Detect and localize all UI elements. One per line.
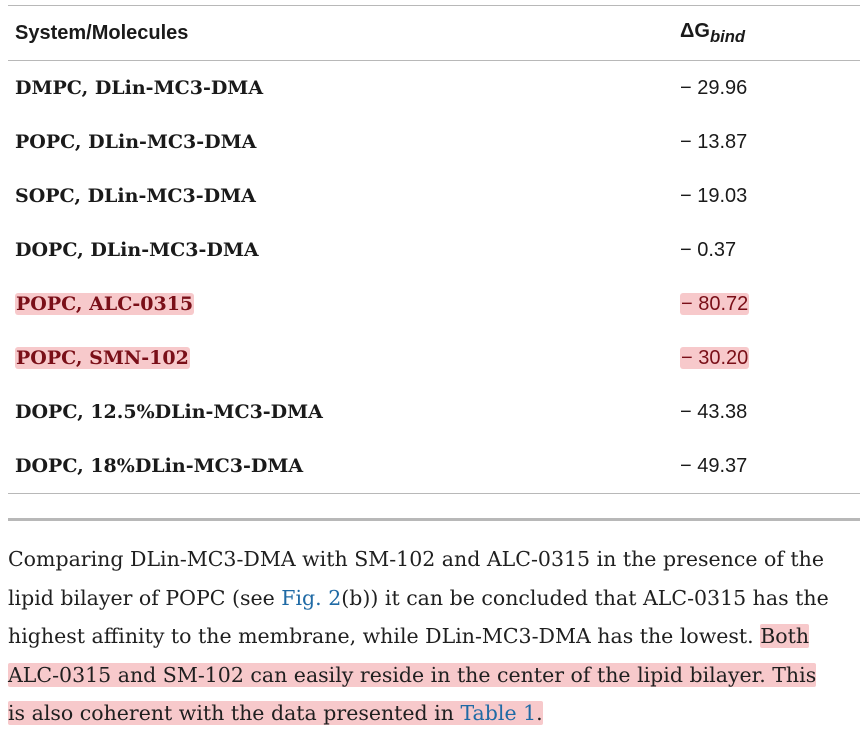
row-value: − 80.72: [680, 277, 860, 331]
highlighted-row-value: − 80.72: [680, 292, 750, 315]
highlighted-text: ALC-0315 and SM-102 can easily reside in…: [8, 662, 817, 687]
fig-2-link[interactable]: Fig. 2: [281, 585, 342, 610]
header-delta-g-subscript: bind: [709, 26, 746, 46]
body-paragraph: Comparing DLin-MC3-DMA with SM-102 and A…: [8, 540, 860, 733]
row-value: − 49.37: [680, 439, 860, 494]
paragraph-line-3: highest affinity to the membrane, while …: [8, 617, 860, 656]
section-divider: [8, 518, 860, 521]
highlighted-row-name: POPC, ALC-0315: [15, 293, 195, 315]
paragraph-line-5: is also coherent with the data presented…: [8, 694, 860, 733]
table-row: DOPC, 18%DLin-MC3-DMA − 49.37: [8, 439, 860, 494]
row-name: DMPC, DLin-MC3-DMA: [15, 77, 264, 99]
paragraph-text: is also coherent with the data presented…: [8, 701, 461, 725]
row-name: DOPC, 18%DLin-MC3-DMA: [8, 439, 680, 494]
row-value: − 19.03: [680, 184, 748, 207]
paragraph-text: .: [536, 701, 543, 725]
table-row: DMPC, DLin-MC3-DMA − 29.96: [8, 61, 860, 116]
paragraph-line-4: ALC-0315 and SM-102 can easily reside in…: [8, 656, 860, 695]
row-value: − 43.38: [680, 400, 748, 423]
binding-energy-table: System/Molecules ΔGbind DMPC, DLin-MC3-D…: [8, 5, 860, 494]
table-row-highlighted: POPC, SMN-102 − 30.20: [8, 331, 860, 385]
table-1-link[interactable]: Table 1: [460, 701, 537, 725]
table-row-highlighted: POPC, ALC-0315 − 80.72: [8, 277, 860, 331]
table-row: SOPC, DLin-MC3-DMA − 19.03: [8, 169, 860, 223]
row-value: − 30.20: [680, 331, 860, 385]
row-name: POPC, SMN-102: [8, 331, 680, 385]
header-delta-g-symbol: ΔG: [680, 19, 710, 42]
row-value: − 13.87: [680, 130, 748, 153]
table-header-row: System/Molecules ΔGbind: [8, 5, 860, 61]
highlighted-row-name: POPC, SMN-102: [15, 347, 190, 369]
table-row: POPC, DLin-MC3-DMA − 13.87: [8, 115, 860, 169]
binding-energy-table-container: System/Molecules ΔGbind DMPC, DLin-MC3-D…: [8, 5, 860, 494]
highlighted-text: Both: [760, 624, 810, 648]
table-row: DOPC, DLin-MC3-DMA − 0.37: [8, 223, 860, 277]
row-name: POPC, ALC-0315: [8, 277, 680, 331]
paragraph-text: (b)) it can be concluded that ALC-0315 h…: [341, 585, 829, 610]
row-value: − 29.96: [680, 76, 748, 99]
paragraph-text: lipid bilayer of POPC (see: [8, 585, 282, 610]
highlighted-text: is also coherent with the data presented…: [8, 701, 543, 725]
paragraph-text: highest affinity to the membrane, while …: [8, 624, 761, 648]
header-delta-g-bind: ΔGbind: [680, 6, 860, 61]
row-name: POPC, DLin-MC3-DMA: [15, 131, 257, 153]
row-name: DOPC, DLin-MC3-DMA: [15, 239, 259, 261]
table-row: DOPC, 12.5%DLin-MC3-DMA − 43.38: [8, 385, 860, 439]
row-name: SOPC, DLin-MC3-DMA: [15, 185, 256, 207]
header-system-molecules: System/Molecules: [15, 21, 189, 44]
paragraph-line-1: Comparing DLin-MC3-DMA with SM-102 and A…: [8, 547, 825, 571]
paragraph-line-2: lipid bilayer of POPC (see Fig. 2(b)) it…: [8, 579, 860, 618]
row-name: DOPC, 12.5%DLin-MC3-DMA: [15, 401, 323, 423]
row-value: − 0.37: [680, 238, 737, 261]
highlighted-row-value: − 30.20: [680, 346, 750, 369]
